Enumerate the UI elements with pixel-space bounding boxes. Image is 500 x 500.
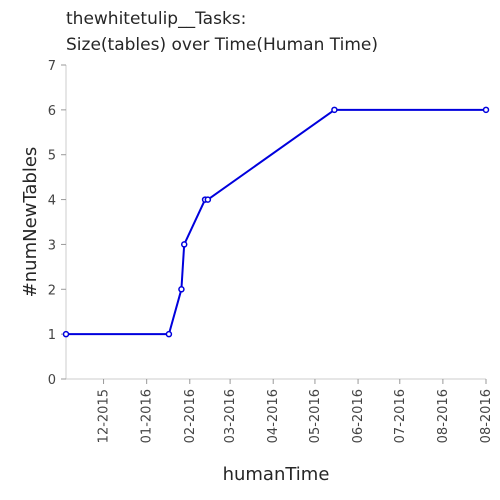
y-tick-label: 1 [48,328,56,343]
data-point [165,330,173,338]
x-tick-label: 05-2016 [308,389,323,443]
x-tick-label: 02-2016 [183,389,198,443]
x-tick-label: 01-2016 [140,389,155,443]
data-point [180,241,188,248]
y-tick-label: 0 [48,373,56,388]
series-line [66,108,486,336]
chart-subtitle: Size(tables) over Time(Human Time) [66,35,378,55]
axes: 0 1 2 3 4 5 6 7 12-2015 01-2016 02-2016 03-2016 04-2… [48,59,494,443]
data-point [331,106,338,114]
y-tick-label: 7 [48,59,56,74]
x-tick-label: 03-2016 [223,389,238,443]
y-tick-label: 6 [48,104,56,119]
series-layer [62,106,490,338]
data-point [178,286,185,293]
x-tick-label: 08-2016 [479,389,494,443]
y-axis-label: #numNewTables [20,147,41,298]
x-axis-label: humanTime [223,464,330,485]
data-point [482,106,490,114]
y-tick-label: 5 [48,149,56,164]
x-tick-label: 06-2016 [351,389,366,443]
x-tick-label: 04-2016 [266,389,281,443]
x-tick-label: 12-2015 [97,389,112,443]
data-point [62,330,70,338]
y-tick-label: 3 [48,238,56,253]
y-tick-label: 4 [48,194,56,209]
y-tick-label: 2 [48,283,56,298]
data-point [204,196,212,203]
x-tick-label: 08-2016 [436,389,451,443]
chart-title: thewhitetulip__Tasks: [66,9,246,29]
x-tick-label: 07-2016 [393,389,408,443]
